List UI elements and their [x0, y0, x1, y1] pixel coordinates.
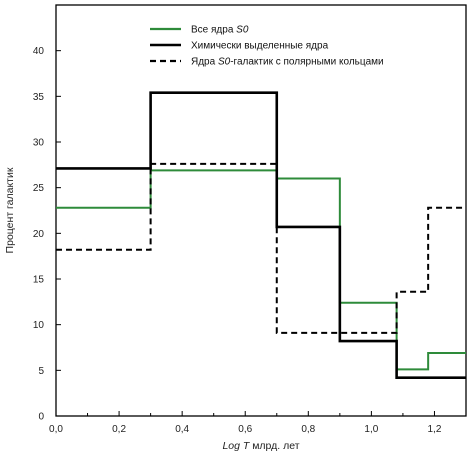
x-tick-label: 0,0	[49, 424, 63, 435]
x-axis-title: Log T млрд. лет	[222, 440, 299, 452]
legend-label-0: Все ядра S0	[191, 25, 249, 36]
y-tick-label: 5	[38, 366, 44, 377]
y-axis-title: Процент галактик	[4, 167, 16, 253]
y-tick-label: 15	[33, 275, 45, 286]
series-layer	[56, 91, 466, 379]
x-tick-label: 0,4	[175, 424, 189, 435]
series-line-0	[56, 169, 466, 371]
x-axis: 0,0 0,2 0,4 0,6 0,8 1,0 1,2	[49, 411, 467, 435]
x-axis-title-italic: Log T	[222, 440, 250, 452]
y-tick-label: 10	[33, 320, 45, 331]
x-tick-label: 1,2	[428, 424, 442, 435]
x-tick-label: 0,6	[238, 424, 252, 435]
plot-frame	[55, 4, 467, 417]
x-tick-label: 0,2	[112, 424, 126, 435]
legend: Все ядра S0 Химически выделенные ядра Ядра…	[150, 25, 384, 68]
y-tick-label: 30	[33, 138, 45, 149]
y-tick-label: 25	[33, 183, 45, 194]
legend-label-2: Ядра S0-галактик с полярными кольцами	[191, 57, 384, 68]
y-tick-label: 35	[33, 92, 45, 103]
y-tick-label: 40	[33, 46, 45, 57]
x-tick-label: 1,0	[364, 424, 378, 435]
x-tick-label: 0,8	[301, 424, 315, 435]
legend-label-1: Химически выделенные ядра	[191, 41, 329, 52]
series-line-2	[56, 162, 466, 334]
y-tick-label: 20	[33, 229, 45, 240]
y-tick-label: 0	[38, 412, 44, 423]
series-line-1	[56, 91, 466, 379]
x-axis-title-rest: млрд. лет	[249, 440, 299, 452]
y-axis: 0 5 10 15 20 25 30 35 40	[33, 46, 61, 423]
